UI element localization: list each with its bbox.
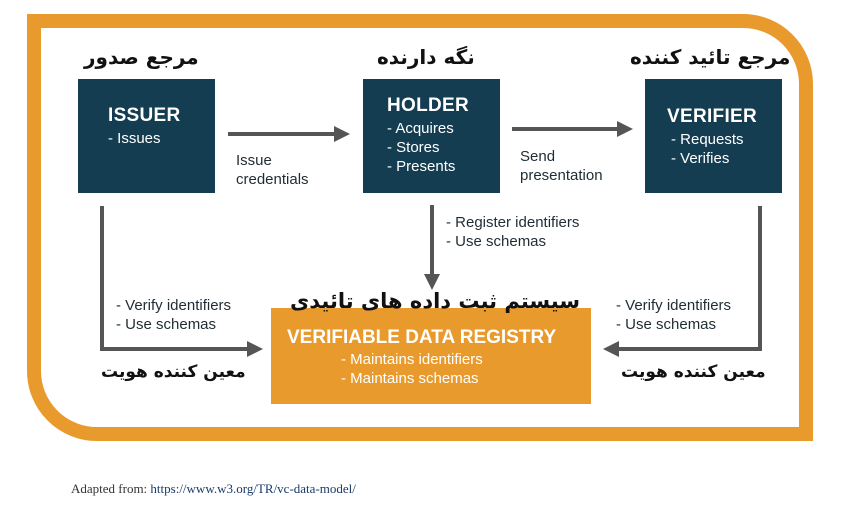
holder-box: HOLDER - Acquires - Stores - Presents [363,79,500,193]
registry-box: VERIFIABLE DATA REGISTRY - Maintains ide… [271,308,591,404]
right-identity-persian-label: معین کننده هویت [621,362,766,382]
verifier-item: - Requests [671,131,744,148]
issuer-title: ISSUER [108,105,181,126]
verifier-item: - Verifies [671,150,730,167]
send-presentation-label: Send presentation [520,148,603,184]
issuer-box: ISSUER - Issues [78,79,215,193]
left-identity-persian-label: معین کننده هویت [101,362,246,382]
holder-title: HOLDER [387,95,470,116]
holder-item: - Stores [387,139,440,156]
issue-credentials-label: Issue credentials [236,152,309,188]
registry-item: - Maintains schemas [341,370,479,387]
issuer-item: - Issues [108,130,161,147]
verifier-persian-label: مرجع تائید کننده [630,45,791,69]
source-link[interactable]: https://www.w3.org/TR/vc-data-model/ [150,481,356,496]
source-caption: Adapted from: https://www.w3.org/TR/vc-d… [71,481,356,497]
verifier-box: VERIFIER - Requests - Verifies [645,79,782,193]
holder-item: - Acquires [387,120,454,137]
registry-title: VERIFIABLE DATA REGISTRY [287,327,557,348]
issuer-registry-arrow [100,206,263,357]
registry-item: - Maintains identifiers [341,351,483,368]
verifier-title: VERIFIER [667,106,758,127]
verifier-registry-arrow [603,206,762,357]
issuer-persian-label: مرجع صدور [84,45,199,69]
holder-item: - Presents [387,158,456,175]
holder-persian-label: نگه دارنده [377,45,475,69]
verifier-registry-label: - Verify identifiers - Use schemas [616,297,732,333]
registry-persian-label: سیستم ثبت داده های تائیدی [290,289,581,313]
issuer-registry-label: - Verify identifiers - Use schemas [116,297,232,333]
source-prefix: Adapted from: [71,481,151,496]
holder-registry-label: - Register identifiers - Use schemas [446,214,580,250]
